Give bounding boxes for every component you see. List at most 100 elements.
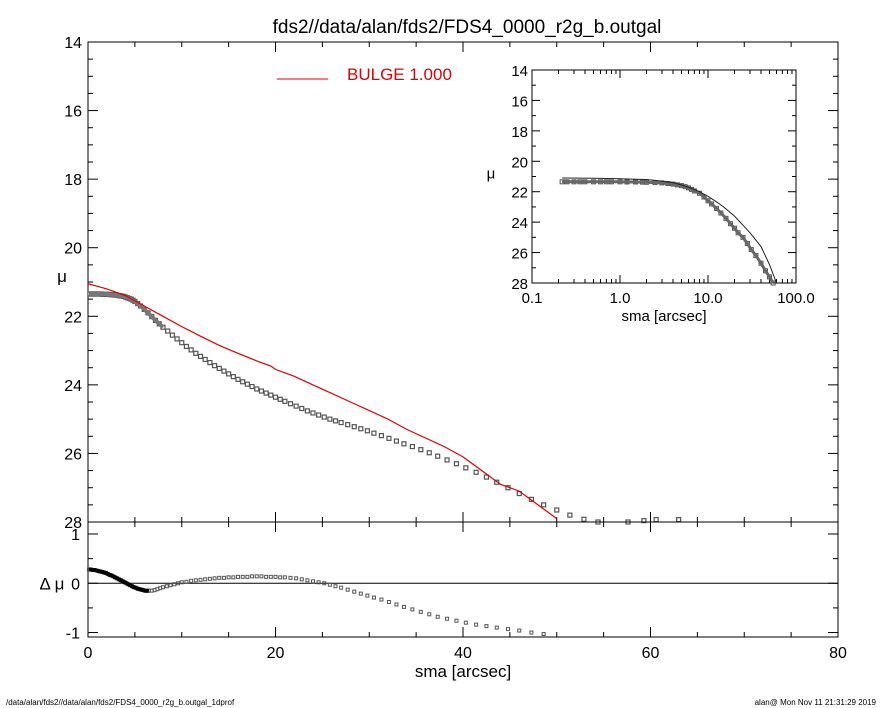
main-data-point <box>272 394 279 400</box>
main-data-point <box>435 453 441 459</box>
inset-y-tick-label: 18 <box>511 124 528 141</box>
residual-data-point <box>164 584 169 589</box>
main-data-point <box>409 443 415 450</box>
residual-data-point <box>231 575 236 580</box>
residual-data-point <box>463 620 468 625</box>
residual-x-tick-label: 60 <box>642 645 660 662</box>
residual-data-point <box>365 593 370 598</box>
residual-x-tick-label: 0 <box>84 645 93 662</box>
main-data-point <box>221 368 227 374</box>
main-data-point <box>541 502 547 508</box>
residual-data-point <box>327 582 332 587</box>
main-data-point <box>169 332 175 338</box>
main-y-tick-label: 24 <box>64 378 82 395</box>
inset-y-tick-label: 14 <box>511 63 528 80</box>
residual-x-axis-label: sma [arcsec] <box>415 662 511 681</box>
main-data-point <box>581 516 587 522</box>
main-data-point <box>473 469 479 475</box>
main-data-point <box>282 398 288 404</box>
residual-data-points <box>86 567 546 637</box>
residual-data-point <box>226 575 231 580</box>
inset-background <box>532 70 796 283</box>
main-data-point <box>174 336 180 342</box>
main-data-point <box>494 479 500 485</box>
main-data-point <box>401 441 407 447</box>
main-y-tick-label: 20 <box>64 241 82 258</box>
main-data-point <box>378 433 385 439</box>
main-y-axis-label: μ <box>57 267 67 286</box>
main-data-point <box>211 363 218 369</box>
residual-data-point <box>474 622 479 627</box>
main-y-tick-label: 18 <box>64 172 82 189</box>
residual-data-point <box>394 602 399 607</box>
residual-data-point <box>278 575 283 580</box>
main-data-point <box>364 428 370 434</box>
residual-data-point <box>212 576 217 581</box>
residual-data-point <box>294 576 299 581</box>
main-data-point <box>165 328 171 334</box>
residual-data-point <box>217 575 222 580</box>
main-data-point <box>249 383 255 390</box>
main-data-point <box>202 356 208 363</box>
main-data-point <box>676 516 682 523</box>
residual-data-point <box>198 577 203 582</box>
main-data-point <box>444 457 450 463</box>
main-data-point <box>418 447 424 453</box>
main-y-tick-label: 26 <box>64 446 82 463</box>
residual-x-tick-label: 20 <box>267 645 285 662</box>
residual-data-point <box>250 574 255 579</box>
main-data-point <box>188 347 194 353</box>
inset-x-tick-label: 10.0 <box>693 290 722 307</box>
main-data-dense-overlay <box>89 292 165 329</box>
residual-y-tick-label: -1 <box>66 626 80 643</box>
main-data-point <box>254 386 260 392</box>
main-data-point <box>299 405 305 412</box>
inset-data-dense-overlay <box>562 180 775 284</box>
main-data-point <box>316 412 322 418</box>
figure-title: fds2//data/alan/fds2/FDS4_0000_r2g_b.out… <box>273 17 662 38</box>
residual-data-point <box>379 597 384 602</box>
main-y-tick-label: 14 <box>64 35 82 52</box>
residual-data-point <box>193 578 198 583</box>
main-data-point <box>371 430 377 436</box>
residual-data-point <box>240 574 245 579</box>
legend-label-bulge: BULGE 1.000 <box>347 65 452 84</box>
residual-data-point <box>184 579 189 584</box>
residual-data-point <box>322 581 327 586</box>
main-data-point <box>351 424 357 430</box>
residual-data-point <box>529 630 534 635</box>
residual-x-tick-label: 80 <box>829 645 847 662</box>
residual-data-point <box>273 574 278 579</box>
main-bulge-model-line <box>87 283 558 520</box>
residual-y-tick-label: 1 <box>71 527 80 544</box>
residual-data-point <box>221 575 226 580</box>
main-data-point <box>358 426 364 432</box>
residual-data-point <box>176 581 180 586</box>
inset-y-tick-label: 20 <box>511 154 528 171</box>
inset-y-axis-label: μ <box>487 166 496 183</box>
residual-data-point <box>541 632 546 637</box>
residual-data-point <box>259 574 264 579</box>
residual-data-point <box>264 574 269 579</box>
residual-data-point <box>207 576 212 581</box>
main-data-point <box>483 474 490 480</box>
residual-data-point <box>484 624 489 629</box>
inset-y-tick-label: 28 <box>511 276 528 293</box>
main-data-point <box>207 359 213 366</box>
residual-data-point <box>386 599 391 604</box>
main-data-point <box>230 374 236 380</box>
residual-data-point <box>299 577 304 582</box>
residual-data-point <box>179 580 184 585</box>
main-data-point <box>240 379 246 385</box>
main-data-point <box>193 350 199 356</box>
inset-x-tick-label: 0.1 <box>522 290 543 307</box>
residual-data-point <box>494 625 499 630</box>
residual-data-point <box>161 585 165 590</box>
inset-y-tick-label: 24 <box>511 215 528 232</box>
footer-file-path: /data/alan/fds2//data/alan/fds2/FDS4_000… <box>6 698 235 707</box>
main-data-point <box>641 518 647 524</box>
residual-data-point <box>168 583 173 588</box>
inset-model-line <box>562 177 777 284</box>
main-data-points <box>87 291 682 525</box>
